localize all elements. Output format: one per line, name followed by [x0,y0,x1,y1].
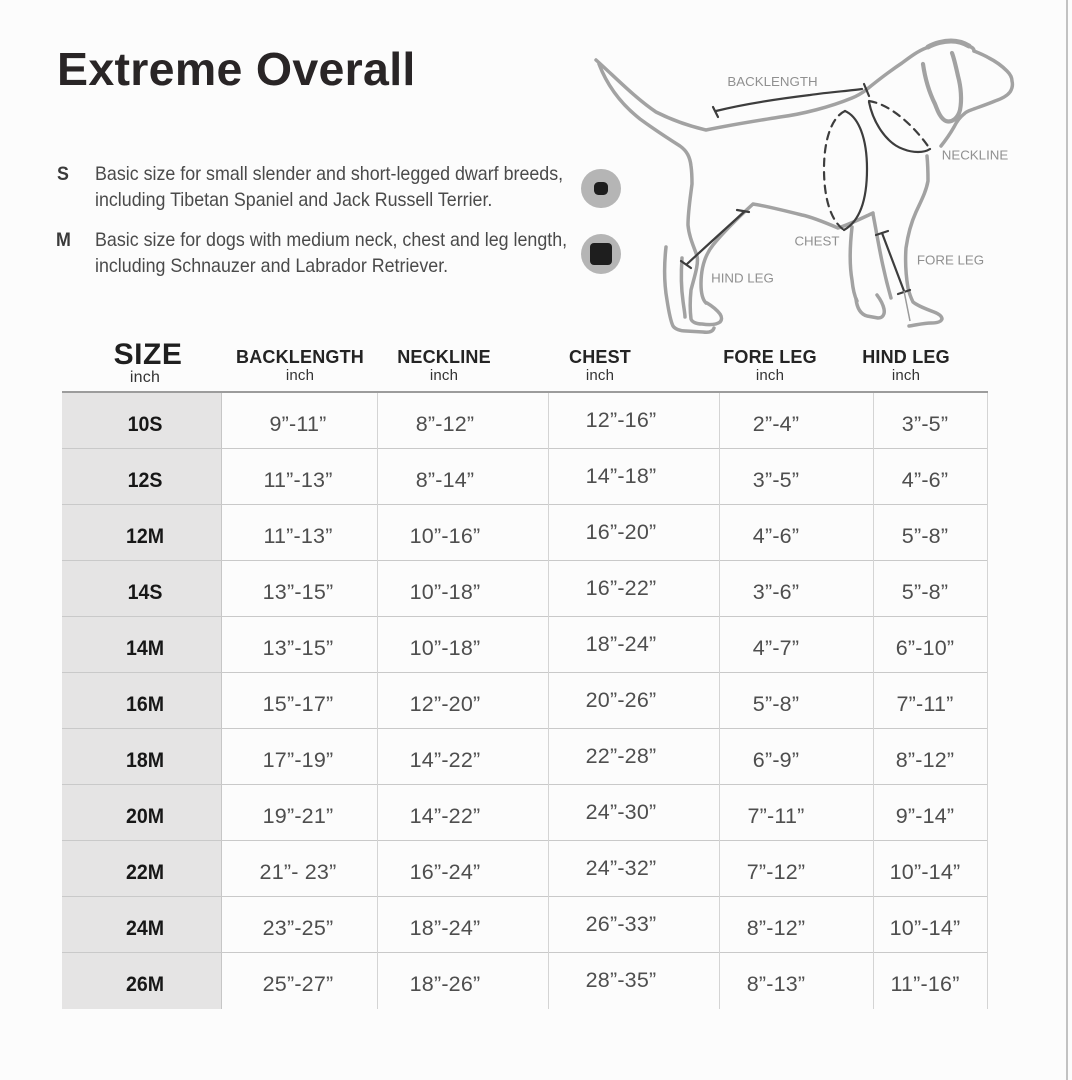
svg-text:CHEST: CHEST [794,234,839,249]
svg-text:NECKLINE: NECKLINE [942,148,1009,163]
svg-text:BACKLENGTH: BACKLENGTH [727,74,817,89]
svg-text:HIND LEG: HIND LEG [711,271,774,286]
svg-text:FORE LEG: FORE LEG [917,253,984,268]
